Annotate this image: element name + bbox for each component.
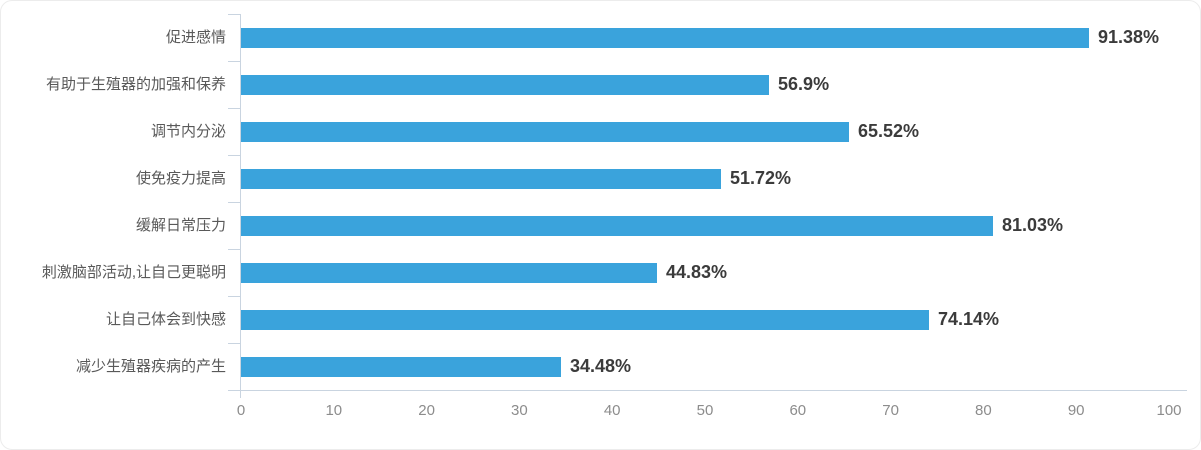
bar-row: 减少生殖器疾病的产生 34.48% xyxy=(1,343,1200,390)
bar xyxy=(241,121,850,142)
value-label: 74.14% xyxy=(938,309,1000,329)
bar-row: 缓解日常压力 81.03% xyxy=(1,202,1200,249)
y-axis-tick xyxy=(228,108,240,109)
bar-row: 有助于生殖器的加强和保养 56.9% xyxy=(1,61,1200,108)
category-label: 调节内分泌 xyxy=(150,122,226,140)
bar xyxy=(241,215,993,236)
category-label: 让自己体会到快感 xyxy=(105,310,226,328)
bar xyxy=(241,309,930,330)
bar-row: 调节内分泌 65.52% xyxy=(1,108,1200,155)
bar-area: 56.9% xyxy=(241,61,1169,108)
x-tick-label: 80 xyxy=(975,402,992,419)
value-label: 81.03% xyxy=(1001,215,1064,235)
x-tick-label: 100 xyxy=(1156,402,1182,419)
y-axis-tick xyxy=(228,343,240,344)
y-axis-tick xyxy=(228,249,240,250)
x-tick-label: 90 xyxy=(1067,402,1085,419)
x-tick-label: 40 xyxy=(603,402,621,419)
value-label: 56.9% xyxy=(778,74,830,94)
bar-area: 44.83% xyxy=(241,249,1169,296)
y-axis-tick xyxy=(228,14,240,15)
bar-area: 51.72% xyxy=(241,155,1169,202)
x-axis-line xyxy=(240,390,1187,391)
bar-area: 91.38% xyxy=(241,14,1169,61)
x-tick-label: 0 xyxy=(236,402,246,419)
value-label: 34.48% xyxy=(569,356,632,376)
x-tick-label: 60 xyxy=(789,402,807,419)
value-label: 51.72% xyxy=(729,168,792,188)
category-label: 有助于生殖器的加强和保养 xyxy=(45,75,226,93)
value-label: 44.83% xyxy=(666,262,728,282)
x-tick-label: 30 xyxy=(511,402,528,419)
bar xyxy=(241,74,770,95)
bar xyxy=(241,27,1089,48)
y-axis xyxy=(228,14,241,398)
category-label: 促进感情 xyxy=(165,28,226,46)
x-axis-labels: 0 10 20 30 40 50 60 70 80 90 100 xyxy=(1,400,1200,426)
x-tick-label: 70 xyxy=(882,402,899,419)
bar-row: 促进感情 91.38% xyxy=(1,14,1200,61)
x-tick-label: 50 xyxy=(696,402,714,419)
bar-rows: 促进感情 91.38% 有助于生殖器的加强和保养 56.9% 调节内分泌 65.52% 使免… xyxy=(1,14,1200,390)
bar xyxy=(241,356,561,377)
bar-area: 74.14% xyxy=(241,296,1169,343)
bar-area: 65.52% xyxy=(241,108,1169,155)
y-axis-tick xyxy=(228,390,240,391)
category-label: 使免疫力提高 xyxy=(135,169,226,187)
category-label: 缓解日常压力 xyxy=(135,216,226,234)
value-label: 91.38% xyxy=(1098,27,1160,47)
x-tick-label: 20 xyxy=(418,402,435,419)
bar-area: 81.03% xyxy=(241,202,1169,249)
y-axis-tick xyxy=(228,202,240,203)
bar-area: 34.48% xyxy=(241,343,1169,390)
category-label: 刺激脑部活动,让自己更聪明 xyxy=(41,263,226,281)
bar xyxy=(241,262,658,283)
bar-row: 让自己体会到快感 74.14% xyxy=(1,296,1200,343)
bar-row: 使免疫力提高 51.72% xyxy=(1,155,1200,202)
bar xyxy=(241,168,721,189)
bar-row: 刺激脑部活动,让自己更聪明 44.83% xyxy=(1,249,1200,296)
y-axis-tick xyxy=(228,61,240,62)
y-axis-tick xyxy=(228,296,240,297)
value-label: 65.52% xyxy=(858,121,920,141)
y-axis-tick xyxy=(228,155,240,156)
category-label: 减少生殖器疾病的产生 xyxy=(75,357,226,375)
x-tick-label: 10 xyxy=(325,402,343,419)
